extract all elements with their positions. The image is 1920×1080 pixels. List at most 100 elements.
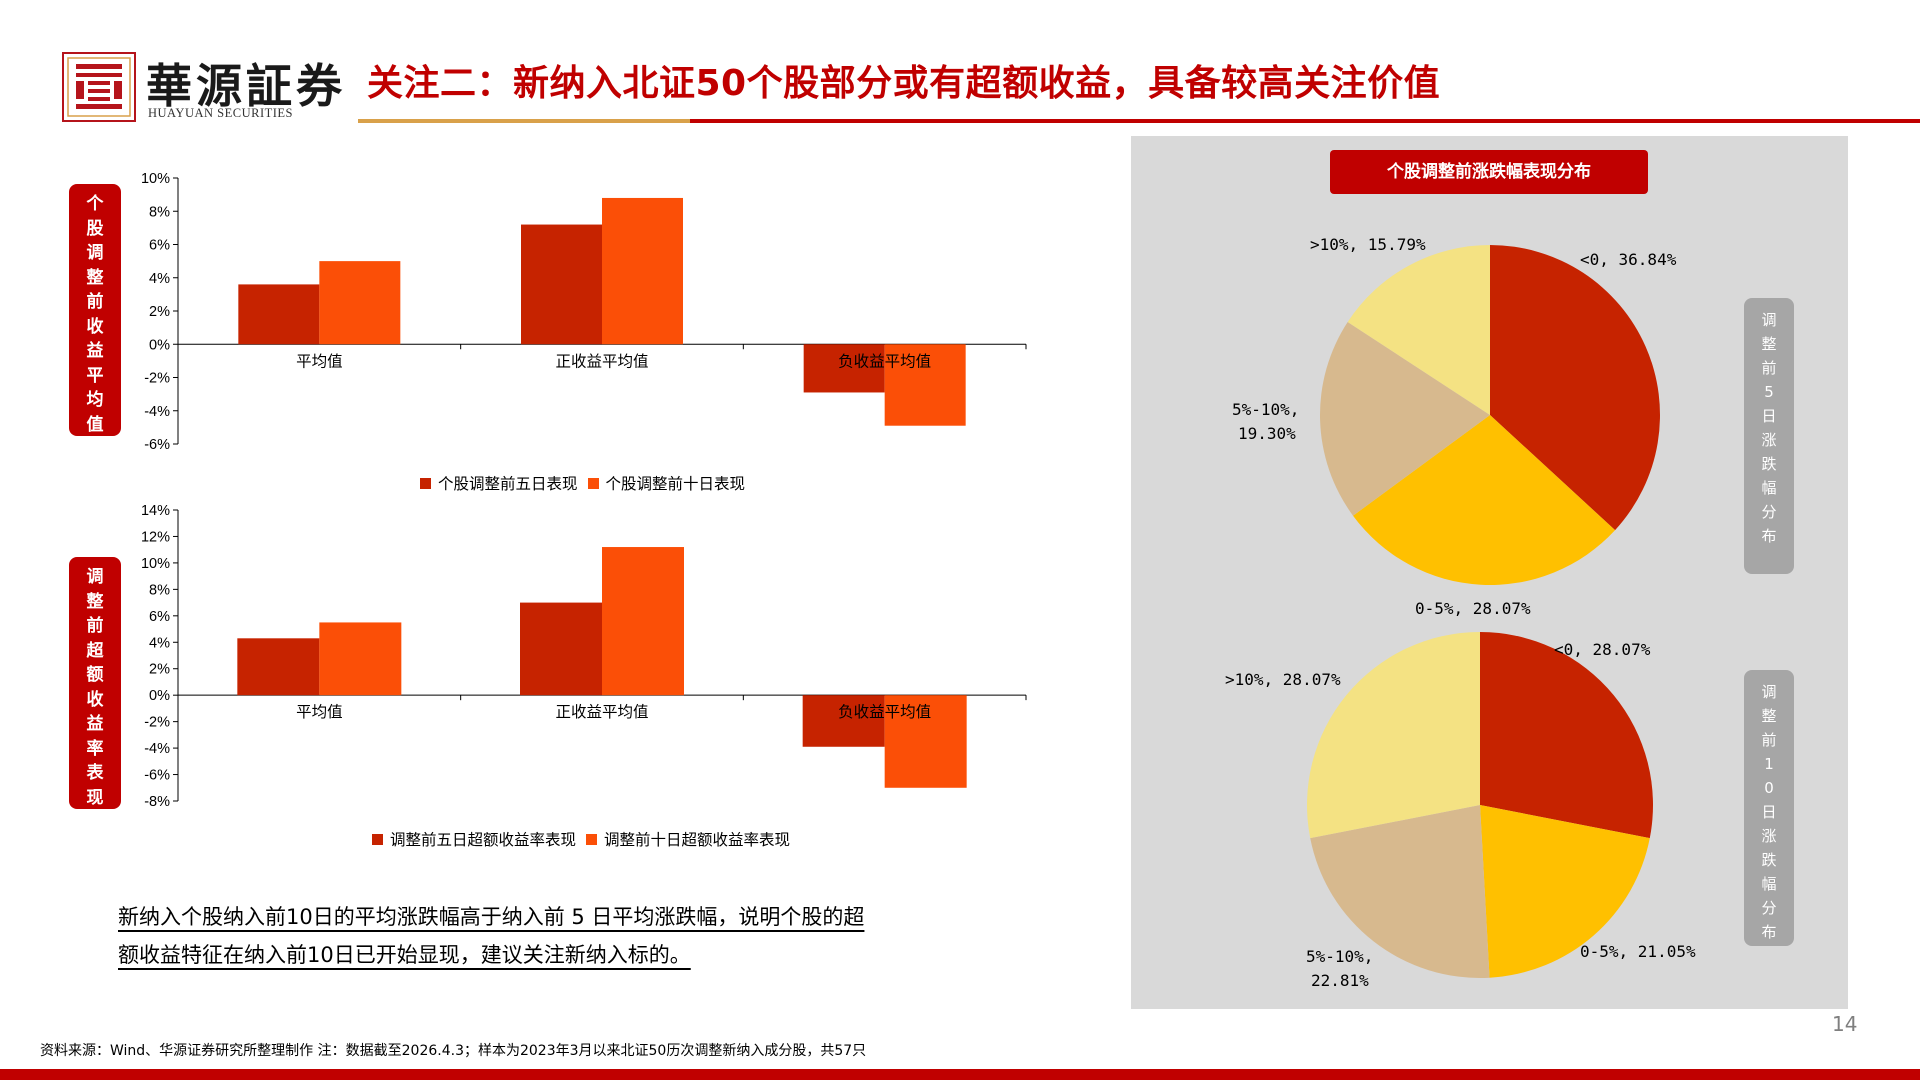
label-char: 幅	[1761, 479, 1777, 497]
label-char: 涨	[1761, 827, 1777, 845]
bar	[884, 695, 967, 788]
label-char: 布	[1761, 923, 1777, 941]
x-tick-label: 正收益平均值	[555, 703, 648, 721]
conclusion-note: 新纳入个股纳入前10日的平均涨跌幅高于纳入前 5 日平均涨跌幅，说明个股的超 额…	[118, 898, 1008, 974]
y-tick-label: -6%	[144, 768, 170, 784]
label-char: 日	[1761, 407, 1777, 425]
pie-slice	[1480, 632, 1653, 839]
y-tick-label: 8%	[149, 582, 170, 598]
label-char: 跌	[1761, 455, 1777, 473]
label-char: 日	[1761, 803, 1777, 821]
bar	[319, 622, 402, 696]
label-char: 率	[86, 738, 104, 759]
logo-icon	[62, 52, 136, 122]
label-char: 整	[86, 591, 104, 612]
pie1-label-0-5: 0-5%, 28.07%	[1415, 599, 1531, 618]
y-tick-label: 2%	[149, 662, 170, 678]
pie-slice	[1353, 415, 1616, 585]
x-tick-label: 负收益平均值	[838, 352, 931, 370]
pie2-label-gt10: >10%, 28.07%	[1225, 670, 1341, 689]
y-tick-label: -2%	[144, 371, 170, 387]
y-tick-label: -6%	[144, 437, 170, 453]
x-tick-label: 负收益平均值	[838, 703, 931, 721]
label-char: 跌	[1761, 851, 1777, 869]
bar	[602, 197, 683, 345]
pie2-label-0-5: 0-5%, 21.05%	[1580, 942, 1696, 961]
y-tick-label: -8%	[144, 794, 170, 810]
bar	[238, 284, 320, 345]
label-char: 前	[86, 616, 104, 636]
pie-slice	[1320, 322, 1490, 516]
y-tick-label: 4%	[149, 635, 170, 651]
label-char: 调	[1761, 683, 1777, 701]
page-number: 14	[1832, 1012, 1858, 1036]
y-tick-label: 6%	[149, 238, 170, 254]
pie1-label-gt10: >10%, 15.79%	[1310, 235, 1426, 254]
chart1-ylabel: 个股调整前收益平均值	[69, 184, 121, 436]
title-divider-gold	[358, 119, 690, 123]
legend-label: 个股调整前五日表现	[438, 475, 578, 493]
bar	[602, 547, 684, 696]
label-char: 涨	[1761, 431, 1777, 449]
pie2-label-5-10: 5%-10%,	[1306, 947, 1374, 966]
chart2-legend: 调整前五日超额收益率表现 调整前十日超额收益率表现	[372, 828, 790, 850]
label-char: 前	[1761, 731, 1777, 749]
y-tick-label: 8%	[149, 204, 170, 220]
x-tick-label: 平均值	[296, 703, 343, 721]
pie-slice	[1310, 805, 1490, 978]
page-title: 关注二：新纳入北证50个股部分或有超额收益，具备较高关注价值	[367, 63, 1441, 104]
x-tick-label: 平均值	[296, 352, 343, 370]
label-char: 幅	[1761, 875, 1777, 893]
x-tick-label: 正收益平均值	[555, 352, 648, 370]
label-char: 调	[86, 567, 104, 587]
bar	[521, 224, 602, 345]
y-tick-label: -4%	[144, 404, 170, 420]
label-char: 前	[86, 292, 104, 312]
label-char: 5	[1764, 383, 1774, 401]
footer-bar	[0, 1069, 1920, 1080]
bar	[803, 344, 885, 393]
legend-swatch	[372, 833, 383, 845]
label-char: 整	[1761, 335, 1777, 353]
pie1-label-neg: <0, 36.84%	[1580, 250, 1677, 269]
y-tick-label: 2%	[149, 304, 170, 320]
label-char: 1	[1764, 755, 1774, 773]
pie1-side-label: 调整前 5 日涨跌幅分布	[1744, 298, 1794, 574]
y-tick-label: 0%	[149, 337, 170, 353]
label-char: 分	[1761, 503, 1777, 521]
bar-chart-returns: 10% 8% 6% 4% 2% 0% -2% -4% -6% 平均值 正收益平均值 负收益平均值	[141, 171, 1027, 453]
note-line: 新纳入个股纳入前10日的平均涨跌幅高于纳入前 5 日平均涨跌幅，说明个股的超	[118, 905, 865, 929]
label-char: 平	[86, 365, 104, 386]
pie-slice	[1490, 245, 1660, 531]
legend-swatch	[586, 833, 598, 845]
bar	[802, 695, 885, 747]
label-char: 益	[86, 341, 104, 361]
pie-chart-10day	[1307, 632, 1653, 978]
label-char: 调	[86, 243, 104, 263]
pie2-label-neg: <0, 28.07%	[1554, 640, 1651, 659]
y-tick-label: -2%	[144, 715, 170, 731]
y-tick-label: 4%	[149, 271, 170, 287]
y-tick-label: 10%	[141, 556, 170, 572]
pie-chart-5day	[1320, 245, 1660, 585]
y-tick-label: 0%	[149, 688, 170, 704]
source-footnote: 资料来源：Wind、华源证券研究所整理制作 注：数据截至2026.4.3；样本为…	[40, 1043, 867, 1059]
y-tick-label: 14%	[141, 503, 170, 519]
bar	[884, 344, 966, 426]
pie1-label-5-10: 5%-10%,	[1232, 400, 1300, 419]
chart1-legend: 个股调整前五日表现 个股调整前十日表现	[420, 472, 745, 494]
label-char: 整	[1761, 707, 1777, 725]
label-char: 收	[86, 689, 104, 710]
pie-slice	[1347, 245, 1490, 415]
pie-slice	[1480, 805, 1650, 978]
legend-swatch	[420, 477, 431, 489]
label-char: 前	[1761, 359, 1777, 377]
label-char: 收	[86, 316, 104, 337]
bar-chart-excess: 14% 12% 10% 8% 6% 4% 2% 0% -2% -4% -6% -8% 平均值 正收益平均值…	[141, 503, 1027, 810]
label-char: 整	[86, 267, 104, 288]
label-char: 现	[86, 787, 104, 808]
legend-swatch	[587, 477, 599, 489]
legend-label: 个股调整前十日表现	[605, 475, 746, 493]
label-char: 均	[86, 390, 104, 410]
legend-label: 调整前十日超额收益率表现	[604, 831, 791, 849]
